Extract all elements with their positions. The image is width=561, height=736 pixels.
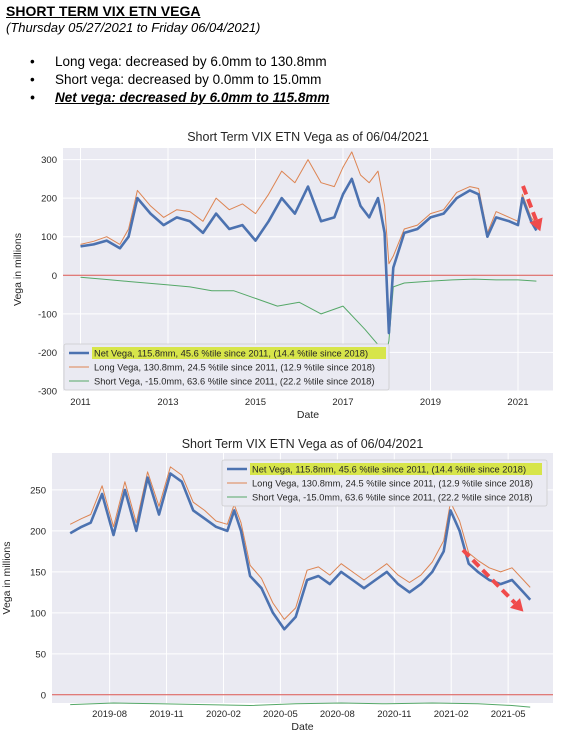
y-tick-label: 100 (30, 608, 46, 619)
bullet-dot: • (30, 54, 35, 69)
x-tick-label: 2021-02 (434, 709, 469, 720)
legend-short-vega-label: Short Vega, -15.0mm, 63.6 %tile since 20… (94, 376, 374, 386)
x-tick-label: 2019-11 (149, 709, 183, 720)
x-tick-label: 2017 (332, 397, 353, 408)
x-tick-label: 2011 (70, 397, 90, 408)
x-tick-label: 2015 (245, 397, 266, 408)
long-vega-bullet: • Long vega: decreased by 6.0mm to 130.8m… (30, 53, 329, 71)
y-tick-label: 200 (30, 526, 46, 537)
y-tick-label: 250 (30, 485, 46, 496)
y-tick-label: -100 (38, 309, 57, 320)
trend-arrow-shaft (521, 185, 538, 221)
vega-recent-chart: Short Term VIX ETN Vega as of 06/04/2021… (1, 437, 553, 733)
x-tick-label: 2020-05 (263, 709, 298, 720)
long-vega-line (80, 151, 537, 265)
trend-arrow-head (529, 217, 543, 232)
x-axis-label: Date (291, 721, 313, 733)
legend-short-vega-label: Short Vega, -15.0mm, 63.6 %tile since 20… (252, 492, 532, 502)
y-axis-label: Vega in millions (1, 542, 13, 615)
short-vega-line (80, 276, 537, 361)
x-tick-label: 2020-11 (377, 709, 411, 720)
x-tick-label: 2013 (157, 397, 178, 408)
vega-summary-list: • Long vega: decreased by 6.0mm to 130.8m… (30, 53, 329, 107)
y-tick-label: 100 (41, 232, 57, 243)
legend-long-vega-label: Long Vega, 130.8mm, 24.5 %tile since 201… (94, 362, 375, 372)
legend-long-vega-label: Long Vega, 130.8mm, 24.5 %tile since 201… (252, 478, 533, 488)
x-tick-label: 2021 (507, 397, 528, 408)
legend-net-vega-label: Net Vega, 115.8mm, 45.6 %tile since 2011… (94, 348, 368, 358)
y-tick-label: 50 (35, 649, 46, 660)
x-tick-label: 2020-08 (320, 709, 355, 720)
y-tick-label: -300 (38, 387, 57, 398)
short-vega-bullet: • Short vega: decreased by 0.0mm to 15.0m… (30, 71, 329, 89)
short-vega-text: Short vega: decreased by 0.0mm to 15.0mm (55, 72, 322, 87)
long-vega-text: Long vega: decreased by 6.0mm to 130.8mm (55, 54, 327, 69)
y-tick-label: 0 (52, 271, 57, 282)
y-axis-label: Vega in millions (12, 233, 24, 306)
x-tick-label: 2019-08 (92, 709, 127, 720)
x-axis-label: Date (297, 409, 319, 421)
y-tick-label: 300 (41, 155, 57, 166)
trend-arrow-head (510, 598, 524, 612)
x-tick-label: 2021-05 (491, 709, 526, 720)
bullet-dot: • (30, 90, 35, 105)
vega-history-chart: Short Term VIX ETN Vega as of 06/04/2021… (12, 130, 553, 421)
trend-arrow-shaft (461, 548, 517, 605)
bullet-dot: • (30, 72, 35, 87)
legend-highlight (250, 463, 542, 475)
y-tick-label: 0 (41, 690, 46, 701)
legend-highlight (92, 347, 386, 359)
net-vega-bullet: • Net vega: decreased by 6.0mm to 115.8mm (30, 89, 329, 107)
net-vega-line (80, 177, 538, 335)
x-tick-label: 2020-02 (206, 709, 241, 720)
long-vega-line (69, 466, 531, 620)
x-tick-label: 2019 (420, 397, 441, 408)
short-vega-line (70, 702, 531, 708)
y-tick-label: 150 (30, 567, 46, 578)
net-vega-line (69, 472, 532, 631)
legend-net-vega-label: Net Vega, 115.8mm, 45.6 %tile since 2011… (252, 464, 526, 474)
chart-title: Short Term VIX ETN Vega as of 06/04/2021 (187, 130, 429, 144)
page-title: SHORT TERM VIX ETN VEGA (6, 3, 201, 19)
chart-title: Short Term VIX ETN Vega as of 06/04/2021 (182, 437, 424, 451)
net-vega-text: Net vega: decreased by 6.0mm to 115.8mm (55, 90, 330, 105)
y-tick-label: 200 (41, 194, 57, 205)
date-range-subtitle: (Thursday 05/27/2021 to Friday 06/04/202… (6, 20, 261, 35)
y-tick-label: -200 (38, 348, 57, 359)
